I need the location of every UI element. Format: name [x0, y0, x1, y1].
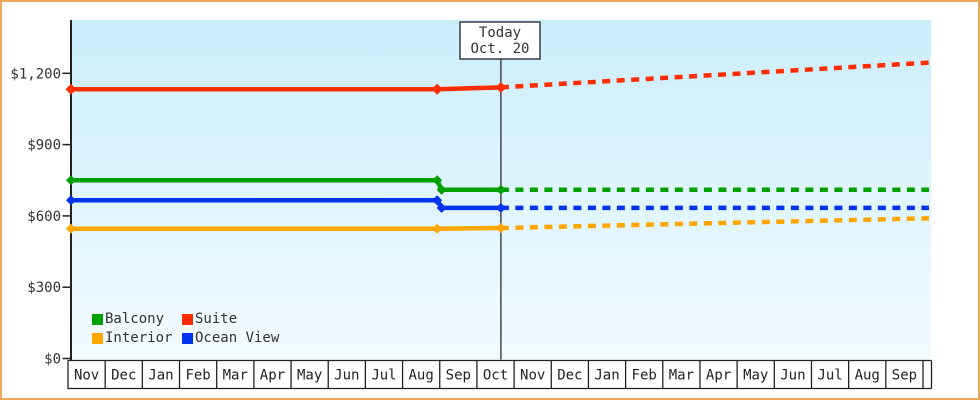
y-axis-label: $1,200 [10, 66, 61, 82]
month-label: Feb [632, 368, 657, 384]
month-label: Aug [855, 368, 880, 384]
month-label: Dec [557, 368, 582, 384]
month-label: Apr [706, 368, 731, 384]
legend-label-ocean-view: Ocean View [195, 330, 280, 346]
interior-marker [65, 223, 76, 234]
month-label: Jul [371, 368, 396, 384]
today-annotation: Today Oct. 20 [459, 21, 541, 60]
today-label: Today [479, 25, 521, 41]
legend-item-ocean-view: Ocean View [182, 330, 280, 346]
series-layer [65, 60, 930, 234]
month-label: Sep [446, 368, 471, 384]
balcony-history-line [70, 178, 501, 193]
balcony-marker [495, 184, 506, 195]
suite-marker [431, 83, 443, 95]
y-axis-label: $900 [27, 138, 61, 154]
month-label: May [743, 368, 768, 384]
chart-legend: Balcony Suite Interior Ocean View [92, 311, 280, 346]
legend-item-balcony: Balcony [92, 311, 182, 327]
suite-marker [495, 81, 507, 93]
month-label: Oct [483, 368, 508, 384]
balcony-marker [432, 175, 443, 186]
month-label: Apr [260, 368, 285, 384]
y-axis-label: $300 [27, 280, 61, 296]
suite-color-swatch-icon [182, 313, 193, 325]
month-label: Nov [74, 368, 99, 384]
ocean-view-marker [432, 195, 443, 206]
ocean-view-history-line [70, 197, 501, 211]
interior-color-swatch-icon [92, 332, 103, 344]
y-axis-label: $600 [27, 209, 61, 225]
y-axis-label: $0 [44, 352, 61, 368]
month-label: Jan [594, 368, 619, 384]
month-label: Mar [223, 368, 248, 384]
interior-marker [432, 223, 443, 234]
balcony-marker [65, 175, 76, 186]
ocean-view-marker [436, 202, 447, 213]
interior-marker [495, 223, 506, 234]
legend-label-balcony: Balcony [105, 311, 165, 327]
ocean-view-marker [495, 202, 506, 213]
suite-marker [65, 83, 77, 95]
balcony-color-swatch-icon [92, 313, 103, 325]
month-label: Feb [185, 368, 210, 384]
month-label: Jun [780, 368, 805, 384]
month-label: May [297, 368, 322, 384]
month-label: Jun [334, 368, 359, 384]
y-axis [70, 20, 72, 360]
month-label: Sep [892, 368, 917, 384]
ocean-view-color-swatch-icon [182, 332, 193, 344]
today-box [459, 21, 541, 60]
month-label: Dec [111, 368, 136, 384]
legend-label-suite: Suite [195, 311, 238, 327]
legend-item-interior: Interior [92, 330, 182, 346]
month-label: Mar [669, 368, 694, 384]
month-label: Jan [148, 368, 173, 384]
month-label: Nov [520, 368, 545, 384]
ocean-view-marker [65, 195, 76, 206]
balcony-marker [436, 184, 447, 195]
today-date-label: Oct. 20 [470, 41, 529, 57]
month-label: Jul [817, 368, 842, 384]
month-label: Aug [409, 368, 434, 384]
legend-item-suite: Suite [182, 311, 279, 327]
legend-label-interior: Interior [105, 330, 173, 346]
